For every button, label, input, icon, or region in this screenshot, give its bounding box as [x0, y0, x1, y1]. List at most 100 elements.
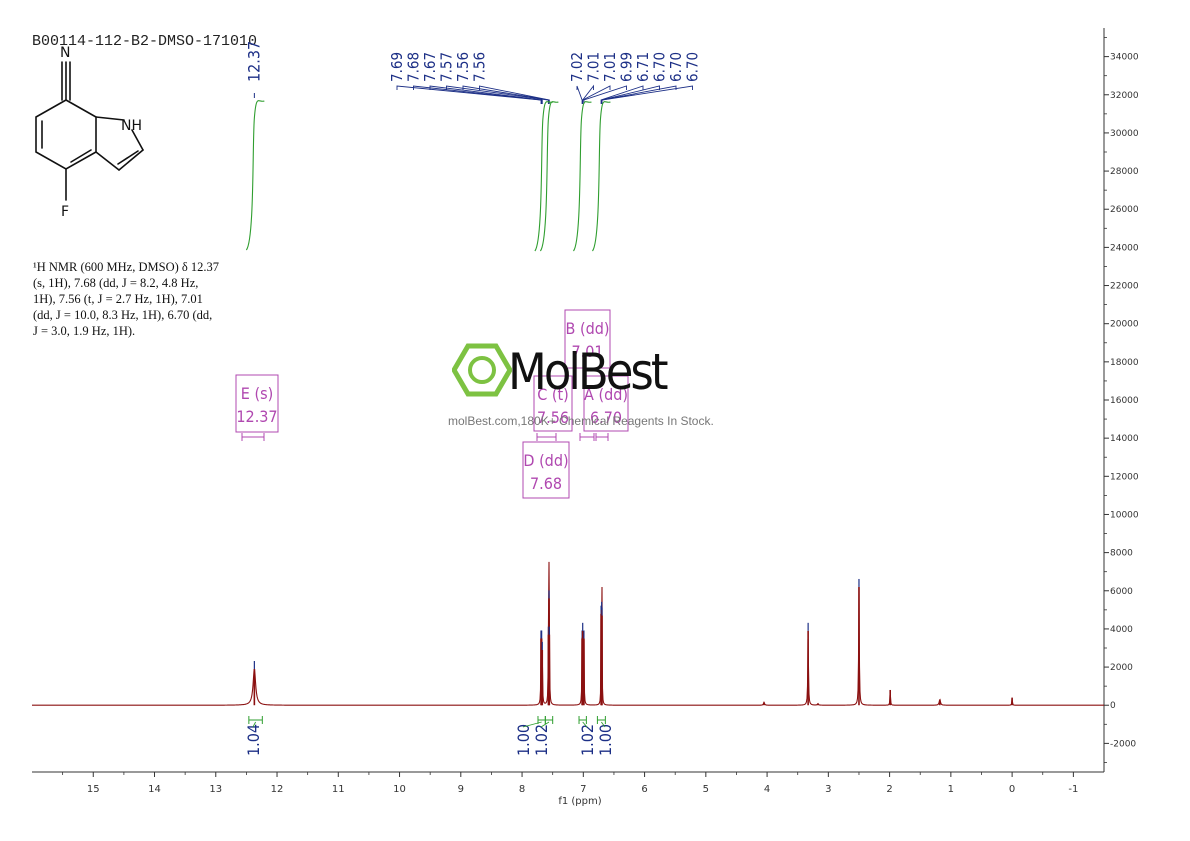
- pyrrole-double: [117, 150, 139, 165]
- y-tick-label: 8000: [1110, 549, 1133, 559]
- x-tick-label: 7: [580, 784, 586, 795]
- integral-curve: [572, 101, 592, 252]
- multiplet-box: [564, 309, 611, 369]
- x-tick-label: 5: [703, 784, 709, 795]
- x-tick-label: 9: [458, 784, 464, 795]
- x-tick-label: 3: [825, 784, 831, 795]
- integral-leader: [252, 721, 256, 728]
- integral-curve: [591, 101, 611, 252]
- peak-label: 6.70: [651, 52, 669, 82]
- x-tick-label: 1: [948, 784, 954, 795]
- nmr-description-line: 1H), 7.56 (t, J = 2.7 Hz, 1H), 7.01: [33, 292, 203, 306]
- molbest-logo-icon: [452, 343, 512, 397]
- atom-f: F: [61, 204, 69, 220]
- spectrum-trace: [32, 561, 1104, 706]
- watermark-tagline: molBest.com,180K+ Chemical Reagents In S…: [448, 414, 714, 428]
- pyrrole-bond-nh: [95, 116, 125, 121]
- x-axis-label: f1 (ppm): [558, 796, 601, 807]
- y-tick-label: 30000: [1110, 129, 1139, 139]
- x-tick-label: 4: [764, 784, 770, 795]
- x-tick-label: 15: [87, 784, 100, 795]
- pyrrole-bond-c3a: [95, 151, 120, 171]
- peak-label-leader: [576, 85, 583, 104]
- integral-curve: [534, 101, 554, 252]
- integral-value: 1.02: [532, 724, 551, 756]
- y-tick-label: 14000: [1110, 434, 1139, 444]
- sample-id: B00114-112-B2-DMSO-171010: [32, 33, 258, 50]
- multiplet-shift: 7.56: [537, 408, 569, 427]
- multiplet-shift: 6.70: [590, 408, 622, 427]
- multiplet-shift: 7.68: [530, 474, 562, 493]
- peak-label: 7.57: [438, 52, 456, 82]
- peak-label: 7.67: [421, 52, 439, 82]
- peak-label-leader: [429, 85, 543, 104]
- molecule-structure: N NH F: [35, 45, 144, 220]
- x-tick-label: 11: [332, 784, 345, 795]
- nmr-description-line: J = 3.0, 1.9 Hz, 1H).: [33, 324, 136, 338]
- peak-label: 6.71: [634, 52, 652, 82]
- peak-label-leader: [601, 85, 677, 104]
- multiplet-box: [583, 375, 629, 432]
- peak-label: 7.01: [585, 52, 603, 82]
- peak-label-leader: [462, 85, 550, 104]
- x-tick-label: 10: [393, 784, 406, 795]
- pyrrole-bond-c3: [118, 149, 144, 171]
- y-tick-label: 6000: [1110, 587, 1133, 597]
- integral-leader: [540, 721, 550, 728]
- nmr-description-line: ¹H NMR (600 MHz, DMSO) δ 12.37: [33, 260, 220, 274]
- multiplet-box: [533, 375, 573, 432]
- peak-label: 7.01: [601, 52, 619, 82]
- multiplet-box: [235, 374, 279, 433]
- y-tick-label: 26000: [1110, 205, 1139, 215]
- y-tick-label: 2000: [1110, 663, 1133, 673]
- peak-label-leader: [601, 85, 693, 104]
- multiplet-label: D (dd): [523, 451, 568, 470]
- multiplet-shift: 12.37: [236, 407, 277, 426]
- x-tick-label: 8: [519, 784, 525, 795]
- nmr-description-line: (dd, J = 10.0, 8.3 Hz, 1H), 6.70 (dd,: [33, 308, 213, 322]
- x-tick-label: 2: [886, 784, 892, 795]
- multiplet-label: E (s): [241, 384, 273, 403]
- peak-label: 6.70: [667, 52, 685, 82]
- y-tick-label: -2000: [1110, 739, 1136, 749]
- peak-label-leader: [413, 85, 543, 104]
- peak-label: 7.69: [388, 52, 406, 82]
- multiplet-shift: 7.01: [571, 342, 603, 361]
- atom-nh: NH: [121, 118, 142, 134]
- peak-label: 7.56: [454, 52, 472, 82]
- y-tick-label: 16000: [1110, 396, 1139, 406]
- x-tick-label: 13: [209, 784, 222, 795]
- pyrrole-bond-c2: [131, 129, 144, 151]
- nmr-description-line: (s, 1H), 7.68 (dd, J = 8.2, 4.8 Hz,: [33, 276, 199, 290]
- y-tick-label: 32000: [1110, 91, 1139, 101]
- peak-label: 7.68: [405, 52, 423, 82]
- x-tick-label: 14: [148, 784, 161, 795]
- benzene-double-2: [70, 149, 92, 163]
- y-tick-label: 24000: [1110, 243, 1139, 253]
- peak-label: 12.37: [244, 41, 263, 82]
- multiplet-label: C (t): [537, 385, 569, 404]
- integral-curve: [245, 100, 265, 251]
- peak-label-leader: [583, 85, 627, 104]
- peak-label-leader: [600, 85, 644, 104]
- y-tick-label: 0: [1110, 701, 1116, 711]
- peak-label-leader: [396, 85, 542, 104]
- integral-leader: [522, 721, 542, 728]
- x-tick-label: 6: [641, 784, 647, 795]
- integral-leader: [601, 721, 606, 728]
- multiplet-label: B (dd): [566, 319, 610, 338]
- nmr-description: ¹H NMR (600 MHz, DMSO) δ 12.37 (s, 1H), …: [33, 259, 258, 339]
- peak-label: 7.56: [471, 52, 489, 82]
- integral-value: 1.02: [578, 724, 597, 756]
- peak-label: 6.70: [684, 52, 702, 82]
- peak-label: 7.02: [568, 52, 586, 82]
- y-tick-label: 28000: [1110, 167, 1139, 177]
- y-tick-label: 10000: [1110, 510, 1139, 520]
- integral-value: 1.00: [596, 724, 615, 756]
- multiplet-box: [522, 441, 570, 499]
- atom-n: N: [60, 45, 70, 61]
- x-tick-label: -1: [1068, 784, 1078, 795]
- integral-curve: [539, 101, 559, 252]
